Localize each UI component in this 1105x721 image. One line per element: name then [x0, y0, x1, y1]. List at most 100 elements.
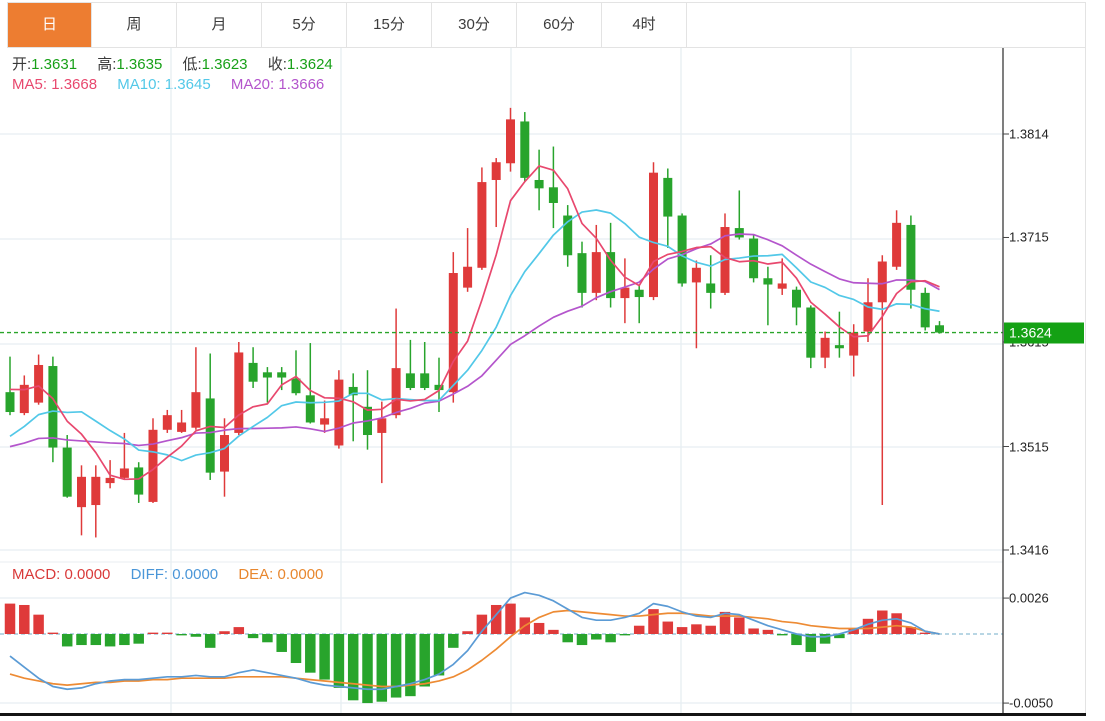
macd-hist-bar: [376, 634, 388, 702]
macd-hist-bar: [219, 631, 230, 634]
macd-hist-bar: [490, 604, 502, 634]
tab-4时[interactable]: 4时: [602, 3, 687, 47]
ma20-line: [9, 233, 940, 448]
candle-body: [62, 447, 72, 497]
candle-body: [863, 302, 873, 332]
candle-body: [691, 267, 701, 283]
macd-hist-bar: [204, 634, 216, 648]
panel-right-border: [1085, 2, 1086, 716]
macd-hist-bar: [390, 634, 402, 698]
macd-hist-bar: [162, 632, 173, 634]
candle-body: [148, 429, 158, 502]
macd-hist-bar: [591, 634, 602, 640]
tab-60分[interactable]: 60分: [517, 3, 602, 47]
macd-hist-bar: [719, 611, 731, 634]
macd-hist-bar: [877, 610, 888, 634]
macd-tick-0.0026: 0.0026: [1009, 590, 1049, 606]
macd-hist-bar: [662, 621, 674, 634]
macd-hist-bar: [648, 609, 659, 634]
macd-hist-bar: [90, 634, 102, 646]
close-value: 1.3624: [286, 56, 333, 73]
ma5-line: [9, 165, 940, 481]
candle-body: [377, 418, 387, 433]
candle-body: [48, 366, 58, 448]
candle-body: [806, 307, 816, 358]
ma10-value: 1.3645: [164, 76, 211, 93]
macd-hist-bar: [462, 631, 473, 634]
candle-body: [205, 398, 215, 473]
tab-日[interactable]: 日: [7, 3, 92, 47]
tab-周[interactable]: 周: [92, 3, 177, 47]
open-label: 开:: [12, 56, 32, 73]
macd-hist-bar: [476, 614, 488, 634]
macd-hist-bar: [76, 634, 87, 646]
macd-hist-bar: [548, 629, 559, 634]
macd-legend: MACD: 0.0000 DIFF: 0.0000 DEA: 0.0000: [12, 566, 339, 583]
tab-30分[interactable]: 30分: [432, 3, 517, 47]
price-tick-1.3416: 1.3416: [1009, 542, 1049, 558]
high-value: 1.3635: [116, 56, 163, 73]
macd-hist-bar: [333, 634, 345, 688]
candle-body: [105, 477, 115, 484]
macd-tick--0.0050: -0.0050: [1009, 695, 1054, 711]
macd-hist-bar: [119, 634, 130, 646]
macd-hist-bar: [791, 634, 802, 646]
candle-body: [348, 386, 358, 396]
macd-hist-bar: [619, 634, 631, 636]
macd-hist-bar: [147, 632, 159, 634]
macd-hist-bar: [405, 634, 416, 697]
candle-body: [220, 435, 229, 472]
low-label: 低:: [182, 56, 202, 73]
candle-body: [320, 418, 330, 425]
ma10-label: MA10:: [117, 76, 161, 93]
candle-body: [277, 372, 287, 378]
candle-body: [663, 177, 673, 217]
tab-5分[interactable]: 5分: [262, 3, 347, 47]
candle-body: [563, 215, 573, 256]
candle-body: [262, 372, 272, 378]
macd-hist-bar: [190, 634, 202, 637]
tab-月[interactable]: 月: [177, 3, 262, 47]
macd-hist-bar: [319, 634, 330, 680]
candle-body: [734, 228, 744, 238]
ohlc-legend: 开:1.3631 高:1.3635 低:1.3623 收:1.3624: [12, 53, 349, 74]
candle-body: [520, 121, 530, 178]
current-price-badge: 1.3624: [1004, 322, 1084, 344]
candle-body: [649, 172, 658, 298]
low-value: 1.3623: [201, 56, 248, 73]
macd-hist-bar: [748, 628, 759, 634]
candle-body: [920, 292, 930, 328]
macd-hist-bar: [562, 634, 573, 643]
candle-body: [234, 352, 244, 433]
macd-hist-bar: [33, 614, 44, 634]
candle-body: [434, 384, 444, 391]
price-tick-1.3814: 1.3814: [1009, 126, 1049, 142]
macd-hist-bar: [905, 627, 917, 634]
candle-body: [892, 222, 902, 267]
candle-body: [548, 187, 558, 203]
macd-hist-bar: [862, 618, 874, 634]
macd-hist-bar: [419, 634, 430, 687]
macd-hist-bar: [805, 634, 817, 652]
tab-15分[interactable]: 15分: [347, 3, 432, 47]
macd-hist-bar: [776, 634, 788, 636]
candle-body: [162, 415, 172, 430]
macd-hist-bar: [605, 634, 616, 643]
macd-hist-bar: [762, 629, 774, 634]
high-label: 高:: [97, 56, 117, 73]
macd-hist-bar: [848, 628, 859, 634]
dea-label: DEA:: [238, 566, 274, 583]
macd-hist-bar: [734, 617, 745, 634]
ma5-value: 1.3668: [51, 76, 98, 93]
macd-value: 0.0000: [64, 566, 111, 583]
candle-body: [34, 364, 44, 403]
open-value: 1.3631: [31, 56, 78, 73]
candle-body: [534, 179, 544, 189]
candle-body: [591, 252, 601, 293]
candle-body: [291, 378, 301, 394]
price-tick-1.3515: 1.3515: [1009, 439, 1049, 454]
candle-body: [706, 283, 716, 293]
macd-hist-bar: [533, 622, 545, 634]
